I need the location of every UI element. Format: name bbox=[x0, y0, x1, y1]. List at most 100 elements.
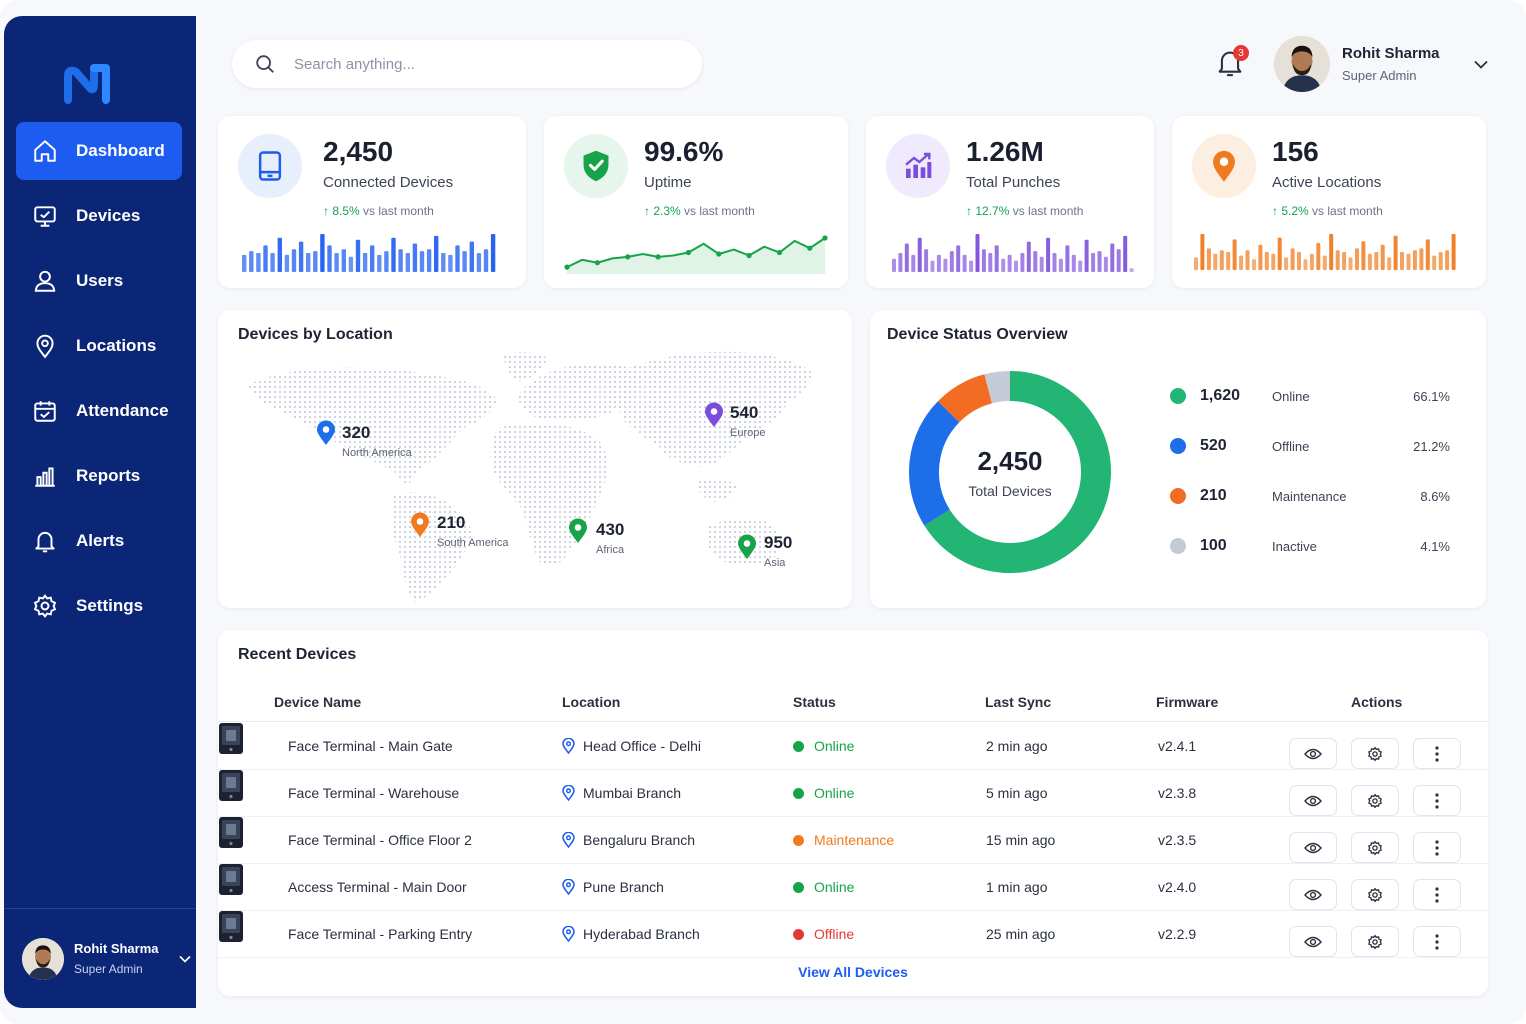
map-pin-africa-icon[interactable] bbox=[568, 518, 588, 544]
spark-line bbox=[566, 237, 826, 269]
settings-button[interactable] bbox=[1351, 879, 1399, 910]
map-pin-south-america-icon[interactable] bbox=[410, 512, 430, 538]
firmware-version: v2.3.5 bbox=[1158, 832, 1197, 848]
map-region: South America bbox=[437, 537, 509, 549]
map-region: North America bbox=[342, 447, 412, 459]
table-row[interactable]: Face Terminal - Main Gate Head Office - D… bbox=[218, 723, 1488, 770]
status-badge: Online bbox=[793, 738, 854, 754]
donut-center: 2,450 Total Devices bbox=[908, 446, 1112, 499]
map-label-europe: 540 Europe bbox=[730, 403, 765, 439]
settings-button[interactable] bbox=[1351, 832, 1399, 863]
spark-bar bbox=[405, 253, 410, 272]
location-name: Head Office - Delhi bbox=[583, 738, 702, 754]
status-row-online: 1,620 Online 66.1% bbox=[1170, 384, 1450, 408]
user-icon bbox=[34, 270, 56, 292]
device-name: Face Terminal - Parking Entry bbox=[288, 926, 473, 942]
view-button[interactable] bbox=[1289, 785, 1337, 816]
spark-bar bbox=[936, 254, 941, 272]
user-menu[interactable]: Rohit Sharma Super Admin bbox=[1274, 36, 1488, 92]
view-all-devices-link[interactable]: View All Devices bbox=[798, 964, 908, 980]
spark-bar bbox=[1271, 253, 1276, 270]
kpi-value: 156 bbox=[1272, 136, 1319, 167]
spark-bar bbox=[490, 234, 496, 272]
bar-chart-icon bbox=[35, 467, 55, 487]
more-options-button[interactable] bbox=[1413, 879, 1461, 910]
donut-center-label: Total Devices bbox=[968, 483, 1052, 499]
map-label-asia: 950 Asia bbox=[764, 533, 792, 569]
sidebar-item-users[interactable]: Users bbox=[16, 252, 182, 310]
settings-button[interactable] bbox=[1351, 785, 1399, 816]
status-count: 1,620 bbox=[1200, 387, 1241, 404]
spark-bar bbox=[1406, 253, 1411, 270]
view-button[interactable] bbox=[1289, 738, 1337, 769]
sidebar-item-alerts[interactable]: Alerts bbox=[16, 512, 182, 570]
spark-bar bbox=[291, 249, 297, 272]
spark-bar bbox=[1309, 253, 1314, 270]
location-name: Pune Branch bbox=[583, 879, 664, 895]
view-button[interactable] bbox=[1289, 832, 1337, 863]
location-pin-icon bbox=[562, 785, 575, 801]
sidebar-item-label: Dashboard bbox=[76, 141, 165, 160]
donut-slice-inactive bbox=[984, 371, 1011, 404]
calendar-icon bbox=[34, 401, 56, 422]
spark-bar bbox=[448, 254, 453, 272]
spark-point bbox=[776, 249, 783, 256]
table-row[interactable]: Face Terminal - Parking Entry Hyderabad B… bbox=[218, 911, 1488, 958]
device-status-card: Device Status Overview 2,450 Total Devic… bbox=[870, 310, 1486, 608]
table-row[interactable]: Face Terminal - Warehouse Mumbai Branch On… bbox=[218, 770, 1488, 817]
view-button[interactable] bbox=[1289, 926, 1337, 957]
notifications-button[interactable]: 3 bbox=[1216, 45, 1249, 80]
map-pin-europe-icon[interactable] bbox=[704, 402, 724, 428]
spark-bar bbox=[1219, 250, 1224, 270]
spark-bar bbox=[249, 251, 254, 272]
sidebar-item-dashboard[interactable]: Dashboard bbox=[16, 122, 182, 180]
spark-bar bbox=[1348, 257, 1353, 270]
spark-bar bbox=[949, 251, 954, 272]
device-location: Pune Branch bbox=[562, 879, 664, 895]
more-options-button[interactable] bbox=[1413, 926, 1461, 957]
spark-bar bbox=[1380, 244, 1385, 270]
table-row[interactable]: Face Terminal - Office Floor 2 Bengaluru … bbox=[218, 817, 1488, 864]
sidebar-item-reports[interactable]: Reports bbox=[16, 447, 182, 505]
spark-point bbox=[746, 252, 752, 259]
settings-button[interactable] bbox=[1351, 738, 1399, 769]
spark-bar bbox=[898, 253, 903, 272]
sidebar-user-menu[interactable]: Rohit Sharma Super Admin bbox=[4, 908, 196, 1008]
kpi-trend-value: 5.2% bbox=[1281, 204, 1309, 218]
donut-center-value: 2,450 bbox=[977, 446, 1043, 476]
more-options-button[interactable] bbox=[1413, 785, 1461, 816]
more-options-button[interactable] bbox=[1413, 832, 1461, 863]
sidebar-item-label: Alerts bbox=[76, 531, 125, 550]
more-options-button[interactable] bbox=[1413, 738, 1461, 769]
settings-button[interactable] bbox=[1351, 926, 1399, 957]
donut-slice-maintenance bbox=[937, 374, 993, 423]
view-button[interactable] bbox=[1289, 879, 1337, 910]
spark-bar bbox=[1367, 253, 1372, 270]
uptime-sparkline bbox=[564, 235, 828, 274]
status-text: Maintenance bbox=[814, 832, 895, 848]
sidebar-item-devices[interactable]: Devices bbox=[16, 187, 182, 245]
table-row[interactable]: Access Terminal - Main Door Pune Branch On… bbox=[218, 864, 1488, 911]
sidebar-item-locations[interactable]: Locations bbox=[16, 317, 182, 375]
spark-area bbox=[567, 238, 825, 274]
last-sync: 2 min ago bbox=[986, 738, 1048, 754]
spark-bar bbox=[270, 253, 275, 272]
spark-point bbox=[564, 264, 570, 270]
world-map bbox=[248, 351, 813, 602]
status-badge: Maintenance bbox=[793, 832, 894, 848]
avatar bbox=[22, 937, 64, 980]
spark-bar bbox=[1116, 249, 1121, 272]
recent-devices-card: Recent Devices Device Name Location Stat… bbox=[218, 630, 1488, 996]
sidebar-item-settings[interactable]: Settings bbox=[16, 577, 182, 635]
spark-bar bbox=[1374, 252, 1379, 270]
kpi-icon-badge bbox=[886, 134, 950, 198]
spark-bar bbox=[1252, 259, 1256, 270]
sidebar-item-attendance[interactable]: Attendance bbox=[16, 382, 182, 440]
sidebar-item-label: Attendance bbox=[76, 401, 169, 420]
spark-bar bbox=[1033, 251, 1038, 272]
map-pin-north-america-icon[interactable] bbox=[316, 420, 336, 446]
search-input[interactable] bbox=[294, 55, 674, 73]
kpi-trend-value: 12.7% bbox=[975, 204, 1010, 218]
spark-bar bbox=[341, 249, 346, 272]
map-pin-asia-icon[interactable] bbox=[737, 534, 757, 560]
